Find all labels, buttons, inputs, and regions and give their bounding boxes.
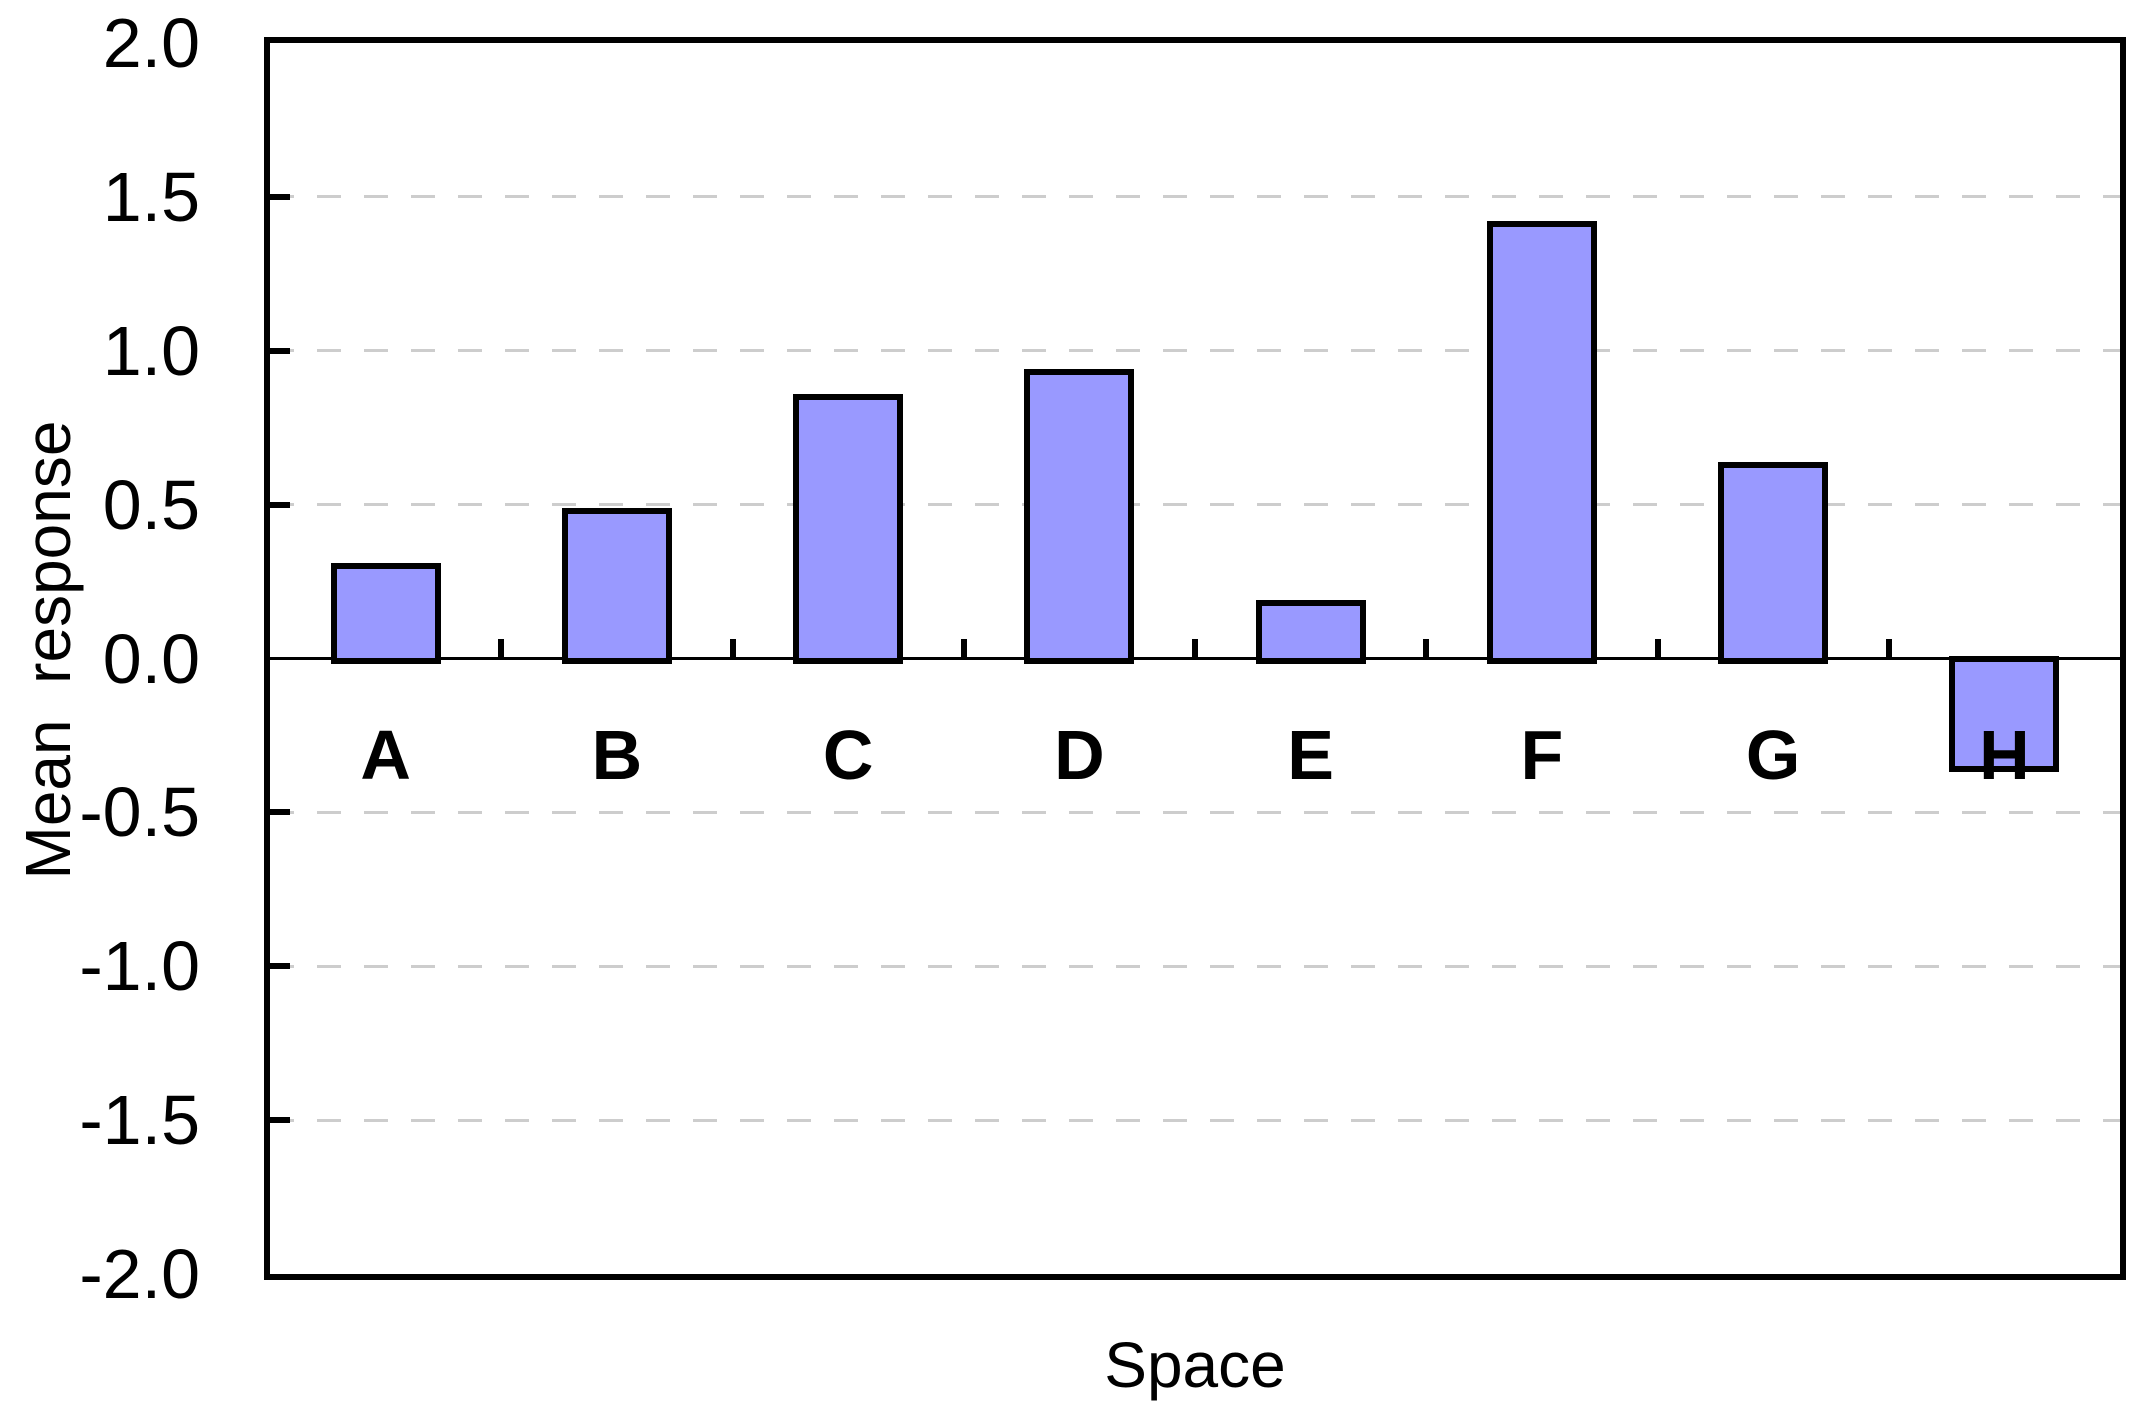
category-label-D: D <box>1054 716 1105 794</box>
bar-B <box>561 507 672 665</box>
category-label-F: F <box>1520 716 1564 794</box>
y-axis-tick <box>270 193 290 200</box>
y-axis-tick <box>270 963 290 970</box>
bar-C <box>793 393 904 665</box>
bar-H <box>1949 655 2060 773</box>
plot-area: A B C D E F G H <box>264 37 2126 1280</box>
gridline <box>270 503 2120 507</box>
gridline <box>270 195 2120 199</box>
bar-F <box>1486 221 1597 665</box>
y-axis-tick <box>270 501 290 508</box>
y-axis-tick <box>270 1117 290 1124</box>
gridline <box>270 1118 2120 1122</box>
y-tick-label-2.0: 2.0 <box>102 4 200 82</box>
bar-A <box>330 563 441 665</box>
y-tick-label--0.5: -0.5 <box>79 773 200 852</box>
gridline <box>270 964 2120 968</box>
y-tick-label--1.0: -1.0 <box>79 927 200 1006</box>
x-axis-tick <box>960 638 967 659</box>
x-axis-tick <box>1654 638 1661 659</box>
category-label-C: C <box>822 716 874 794</box>
y-tick-label--1.5: -1.5 <box>79 1081 200 1160</box>
gridline <box>270 810 2120 814</box>
x-axis-tick <box>1192 638 1198 659</box>
x-axis-tick <box>729 638 736 659</box>
x-axis-title: Space <box>1104 1329 1286 1401</box>
bar-E <box>1255 600 1366 665</box>
y-tick-label-0.0: 0.0 <box>102 619 200 698</box>
y-tick-label--2.0: -2.0 <box>79 1235 200 1313</box>
category-label-A: A <box>360 716 411 794</box>
category-label-G: G <box>1745 716 1801 794</box>
category-label-H: H <box>1979 716 2030 794</box>
zero-axis-line <box>270 657 2120 660</box>
y-tick-label-0.5: 0.5 <box>102 465 200 544</box>
bar-G <box>1718 461 1829 665</box>
y-tick-label-1.5: 1.5 <box>102 157 200 236</box>
category-label-E: E <box>1287 716 1334 794</box>
x-axis-tick <box>498 638 505 659</box>
y-tick-label-1.0: 1.0 <box>102 311 200 390</box>
y-axis-tick <box>270 809 290 816</box>
x-axis-tick <box>1423 638 1430 659</box>
y-axis-tick <box>270 347 290 354</box>
gridline <box>270 349 2120 353</box>
x-axis-tick <box>1885 638 1892 659</box>
category-label-B: B <box>591 716 643 794</box>
bar-D <box>1024 369 1135 665</box>
